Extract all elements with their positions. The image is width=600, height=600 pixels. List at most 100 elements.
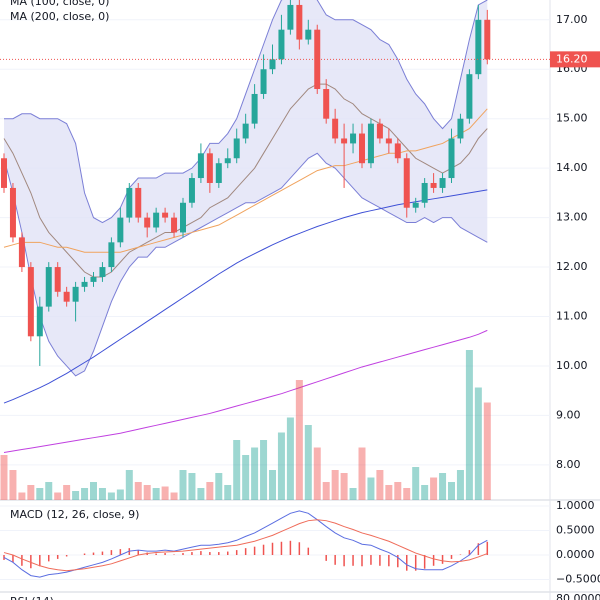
volume-bar xyxy=(421,485,429,500)
volume-bar xyxy=(331,470,339,500)
candle-body xyxy=(36,306,43,337)
volume-bar xyxy=(367,477,375,500)
y-tick-label: 1.0000 xyxy=(556,499,595,512)
y-tick-label: 8.00 xyxy=(556,458,581,471)
candle-body xyxy=(81,281,88,287)
macd-histogram-bar xyxy=(48,555,50,562)
macd-histogram-bar xyxy=(432,555,435,566)
volume-bar xyxy=(45,482,53,500)
macd-histogram-bar xyxy=(119,549,122,555)
volume-bar xyxy=(260,440,268,500)
macd-histogram-bar xyxy=(12,555,14,563)
candle-body xyxy=(215,163,222,183)
macd-histogram-bar xyxy=(83,553,86,555)
volume-bar xyxy=(134,482,142,500)
macd-histogram-bar xyxy=(441,555,444,564)
last-price-box xyxy=(550,51,600,68)
candle-body xyxy=(430,182,437,188)
macd-histogram-bar xyxy=(423,555,426,569)
volume-bar xyxy=(242,455,250,500)
candle-body xyxy=(18,237,25,268)
candle-body xyxy=(188,178,195,203)
candle-body xyxy=(269,59,276,70)
candle-body xyxy=(251,93,258,124)
volume-bar xyxy=(483,402,491,500)
candle-body xyxy=(153,212,160,228)
volume-bar xyxy=(295,380,303,500)
volume-bar xyxy=(81,488,89,500)
macd-histogram-bar xyxy=(450,555,453,559)
macd-histogram-bar xyxy=(56,555,59,559)
macd-histogram-bar xyxy=(227,551,229,555)
candle-body xyxy=(278,29,285,60)
macd-histogram-bar xyxy=(253,546,256,555)
y-tick-label: 15.00 xyxy=(556,112,588,125)
candle-body xyxy=(359,133,365,164)
volume-bar xyxy=(412,467,420,500)
volume-bar xyxy=(465,350,473,500)
macd-histogram-bar xyxy=(468,550,471,555)
macd-histogram-bar xyxy=(39,555,41,567)
volume-bar xyxy=(98,488,106,500)
candle-body xyxy=(9,187,16,238)
volume-bar xyxy=(403,488,411,500)
candle-body xyxy=(314,29,321,90)
y-tick-label: −0.5000 xyxy=(556,573,600,586)
candle-body xyxy=(448,138,455,179)
candle-body xyxy=(233,138,240,159)
candle-body xyxy=(332,118,339,139)
candle-body xyxy=(162,212,169,218)
band-fill xyxy=(4,0,488,376)
band-lower xyxy=(3,152,488,377)
volume-bar xyxy=(322,482,330,500)
y-tick-label: 10.00 xyxy=(556,359,588,372)
macd-histogram-bar xyxy=(388,555,390,567)
legend-entry: MA (100, close, 0) xyxy=(10,0,109,8)
candle-body xyxy=(394,143,401,159)
candle-body xyxy=(117,217,124,243)
y-tick-label: 14.00 xyxy=(556,161,588,174)
y-tick-label: 13.00 xyxy=(556,211,588,224)
volume-bar xyxy=(107,492,115,500)
macd-histogram-bar xyxy=(289,540,292,555)
volume-bar xyxy=(197,488,205,500)
macd-histogram-bar xyxy=(235,550,238,555)
candle-body xyxy=(475,19,482,75)
volume-bar xyxy=(385,485,393,500)
volume-bar xyxy=(215,473,223,500)
last-price-label: 16.20 xyxy=(556,52,588,65)
macd-histogram-bar xyxy=(101,551,104,555)
macd-histogram-bar xyxy=(200,551,202,555)
candle-body xyxy=(90,276,97,282)
volume-bar xyxy=(72,491,80,500)
y-tick-label: 0.0000 xyxy=(556,548,595,561)
macd-histogram-bar xyxy=(155,553,157,555)
candle-body xyxy=(108,242,115,268)
volume-bar xyxy=(63,485,71,500)
volume-bar xyxy=(439,473,447,500)
ma-line xyxy=(3,329,488,454)
candle-body xyxy=(45,267,52,307)
macd-histogram-bar xyxy=(352,555,354,566)
candle-body xyxy=(72,286,79,302)
volume-bar xyxy=(188,473,196,500)
macd-histogram-bar xyxy=(280,541,283,555)
legend-entry: MA (200, close, 0) xyxy=(10,10,109,23)
volume-bar xyxy=(394,482,402,500)
candle-body xyxy=(287,4,294,30)
candle-body xyxy=(242,123,249,139)
macd-histogram-bar xyxy=(244,548,247,555)
macd-histogram-bar xyxy=(379,555,381,566)
volume-bar xyxy=(430,477,438,500)
macd-histogram-bar xyxy=(307,547,310,555)
macd-histogram-bar xyxy=(271,542,274,555)
macd-histogram-bar xyxy=(361,555,363,567)
macd-histogram-bar xyxy=(486,541,489,555)
macd-line xyxy=(3,510,488,578)
panel-title: MACD (12, 26, close, 9) xyxy=(10,508,139,521)
volume-bar xyxy=(161,486,169,500)
macd-histogram-bar xyxy=(397,555,399,568)
macd-histogram-bar xyxy=(164,553,166,555)
macd-histogram-bar xyxy=(262,544,265,555)
candle-body xyxy=(260,69,267,94)
